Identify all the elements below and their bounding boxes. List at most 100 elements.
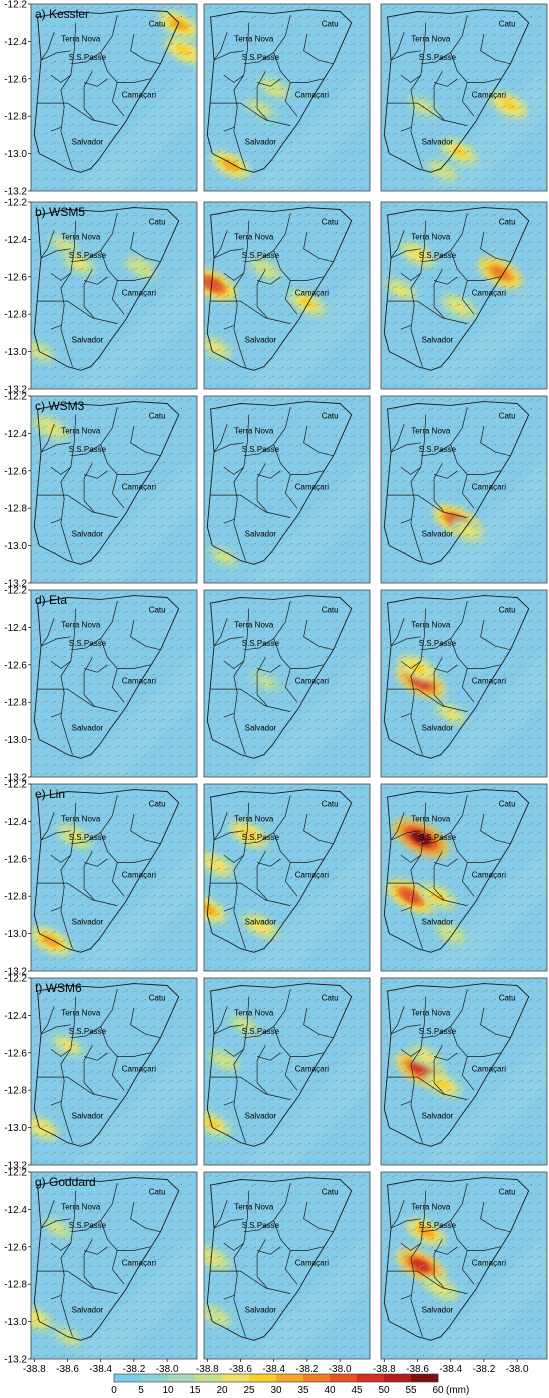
municipal-border [50,660,72,669]
y-tick-label: -13.2 [4,187,27,198]
city-label: Camaçari [122,871,156,880]
x-tick-label: -38.6 [406,1364,429,1375]
municipal-border [223,1295,235,1300]
municipal-border [233,1190,250,1337]
municipal-border [210,882,291,906]
city-label: Camaçari [472,1259,506,1268]
municipal-border [400,854,422,863]
municipal-border [480,619,511,651]
y-tick-label: -12.8 [4,892,27,903]
municipal-border [40,50,71,61]
city-label: Terra Nova [61,232,101,241]
municipal-border [243,601,291,651]
panel-r4-c1: Catu Terra Nova S.S.Passe Camaçari Salvador d… [4,586,198,784]
region-outline [33,595,180,759]
city-label: Catu [149,217,166,226]
y-tick-label: -13.0 [4,1123,27,1134]
wind-vectors [381,590,547,777]
city-label: Catu [499,993,516,1002]
city-label: Camaçari [122,91,156,100]
municipal-border [387,1270,468,1294]
municipal-border [60,1190,77,1337]
city-label: Salvador [245,723,277,732]
municipal-border [223,660,245,669]
panel-frame [380,589,548,778]
municipal-border [233,996,250,1143]
colorbar-swatch [141,1374,169,1382]
city-label: Salvador [422,723,454,732]
panel-r4-c3: Catu Terra Nova S.S.Passe Camaçari Salvador [380,589,548,778]
city-label: Terra Nova [234,232,274,241]
municipal-border [223,325,235,330]
municipal-border [37,688,118,712]
municipal-border [461,862,475,897]
municipal-border [400,660,422,669]
region-outline [206,983,353,1147]
municipal-border [130,1201,161,1233]
colorbar-tick-label: 35 [297,1385,309,1396]
x-tick-label: -38.4 [439,1364,462,1375]
municipal-border [213,1005,228,1035]
municipal-border [461,82,475,117]
municipal-border [400,466,422,475]
municipal-border [213,636,244,647]
panel-r2-c2: Catu Terra Nova S.S.Passe Camaçari Salvador [203,201,371,390]
wind-vectors [31,784,197,971]
panel-frame [203,1171,371,1360]
y-tick-label: -13.2 [4,1355,27,1366]
panel-label: c) WSM3 [35,399,85,413]
municipal-border [223,854,245,863]
city-label: Catu [499,605,516,614]
municipal-border [40,1005,55,1035]
city-label: Camaçari [122,289,156,298]
municipal-border [390,50,421,61]
municipal-border [223,907,235,912]
city-label: Camaçari [295,289,329,298]
municipal-border [256,1239,268,1289]
y-tick-label: -12.8 [4,112,27,123]
city-label: Salvador [422,335,454,344]
municipal-border [410,608,427,755]
city-label: Salvador [72,723,104,732]
municipal-border [50,854,72,863]
municipal-border [284,474,298,509]
municipal-border [130,33,161,65]
municipal-border [461,280,475,315]
city-label: Salvador [72,1111,104,1120]
panel-frame [380,395,548,584]
municipal-border [130,1007,161,1039]
city-label: Camaçari [472,91,506,100]
municipal-border [223,1048,245,1057]
city-label: Terra Nova [61,814,101,823]
panel-label: a) Kessler [35,7,89,21]
colorbar-frame [113,1373,439,1383]
x-tick-label: -38.0 [329,1364,352,1375]
y-tick-label: -13.0 [4,735,27,746]
municipal-border [60,220,77,367]
city-label: Catu [322,605,339,614]
panel-frame [30,395,198,584]
region-outline [383,1177,530,1341]
municipal-border [303,1201,334,1233]
city-label: Salvador [422,1111,454,1120]
municipal-border [390,31,405,61]
city-label: Terra Nova [234,426,274,435]
colorbar-tick-label: 50 [378,1385,390,1396]
municipal-border [130,813,161,845]
y-tick-label: -12.8 [4,504,27,515]
municipal-border [434,1052,458,1061]
panel-r1-c2: Catu Terra Nova S.S.Passe Camaçari Salvador [203,3,371,192]
wind-vectors [31,590,197,777]
city-label: Camaçari [472,871,506,880]
wind-vectors [31,202,197,389]
wind-vectors [204,202,370,389]
city-label: Salvador [72,1305,104,1314]
municipal-border [83,1045,95,1095]
municipal-border [50,127,62,132]
municipal-border [256,71,268,121]
y-tick-label: -13.2 [4,579,27,590]
municipal-border [213,811,228,841]
municipal-border [37,102,118,126]
municipal-border [70,989,118,1039]
municipal-border [50,466,72,475]
